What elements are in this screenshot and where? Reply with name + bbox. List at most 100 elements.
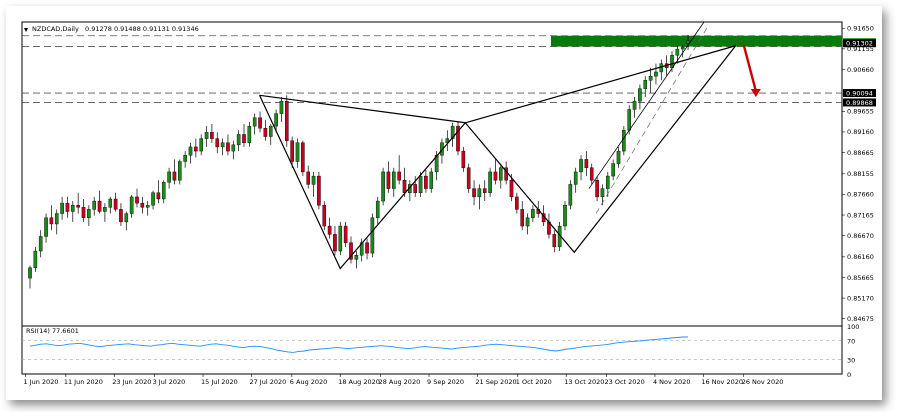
- pattern-bd-line: [465, 45, 736, 124]
- candle: [172, 171, 177, 181]
- trend-line-dashed: [595, 25, 709, 214]
- candle: [584, 159, 589, 168]
- rsi-pane-border: [21, 325, 843, 375]
- arrow-head-icon: [750, 88, 761, 97]
- candle: [81, 207, 86, 218]
- candle: [306, 171, 311, 185]
- candle: [638, 88, 642, 102]
- candle: [60, 202, 64, 214]
- price-tick-label: 0.88665: [847, 149, 874, 157]
- candle: [424, 175, 428, 189]
- candle: [354, 255, 359, 260]
- candle: [579, 159, 583, 173]
- candle: [520, 209, 524, 227]
- candle: [333, 234, 337, 252]
- candle: [643, 80, 648, 89]
- candle: [531, 209, 535, 218]
- price-tick-label: 0.85170: [847, 294, 874, 302]
- date-tick-label: 15 Jul 2020: [201, 378, 238, 386]
- candle: [220, 142, 225, 148]
- candle: [515, 196, 519, 210]
- date-tick-label: 13 Oct 2020: [564, 378, 604, 386]
- candle: [177, 161, 182, 181]
- candle: [509, 180, 514, 198]
- price-label-box: [843, 89, 876, 98]
- trend-line: [588, 21, 705, 189]
- price-tick-label: 0.85665: [847, 274, 874, 282]
- candle: [317, 175, 321, 206]
- rsi-level-label: 100: [847, 323, 859, 331]
- rsi-level-label: 70: [847, 337, 855, 345]
- price-tick-label: 0.84675: [847, 315, 874, 323]
- date-tick-label: 18 Aug 2020: [338, 378, 380, 386]
- candle: [119, 209, 123, 223]
- price-tick-label: 0.87165: [847, 211, 874, 219]
- date-tick-label: 23 Jun 2020: [112, 378, 151, 386]
- candle: [675, 48, 680, 56]
- price-tick-label: 0.87660: [847, 191, 874, 199]
- candle: [552, 234, 557, 248]
- candle: [493, 171, 498, 181]
- candle: [568, 184, 573, 206]
- date-tick-label: 21 Sep 2020: [475, 378, 516, 386]
- candle: [44, 217, 48, 237]
- candle: [456, 125, 460, 152]
- candle: [327, 225, 332, 235]
- candle: [589, 167, 594, 181]
- candle: [210, 132, 214, 139]
- candle: [242, 134, 246, 143]
- collapse-triangle-icon[interactable]: [24, 28, 28, 32]
- candle: [477, 188, 482, 198]
- symbol-label: NZDCAD,Daily: [32, 25, 79, 33]
- date-tick-label: 26 Nov 2020: [742, 378, 784, 386]
- candle: [365, 242, 369, 254]
- candle: [156, 192, 161, 200]
- candle: [622, 130, 626, 152]
- candle: [263, 127, 268, 137]
- candle: [402, 180, 407, 193]
- candle: [247, 125, 252, 143]
- price-tick-label: 0.89655: [847, 108, 874, 116]
- rsi-level-label: 30: [847, 357, 855, 365]
- date-tick-label: 4 Nov 2020: [653, 378, 691, 386]
- price-chart: 0.91650 0.91155 0.90660 0.89655 0.89160 0.886…: [6, 6, 882, 400]
- candle: [499, 167, 503, 181]
- candle: [349, 242, 353, 260]
- candle: [236, 134, 241, 146]
- candle: [167, 171, 171, 183]
- candle: [627, 109, 631, 131]
- candle: [54, 213, 59, 225]
- price-tick-label: 0.89160: [847, 128, 874, 136]
- candle: [386, 171, 391, 189]
- date-tick-label: 3 Jul 2020: [153, 378, 186, 386]
- candle: [466, 167, 471, 189]
- candle: [295, 142, 300, 162]
- date-tick-label: 6 Aug 2020: [290, 378, 328, 386]
- candle: [38, 236, 43, 252]
- candle: [370, 217, 375, 254]
- candle: [145, 205, 150, 208]
- candle: [135, 196, 139, 204]
- candle: [413, 184, 418, 193]
- candle: [434, 155, 439, 173]
- candle: [204, 132, 209, 139]
- price-label-box: [843, 39, 876, 48]
- candle: [49, 217, 54, 225]
- candle: [301, 142, 305, 173]
- price-tick-label: 0.86160: [847, 253, 874, 261]
- date-tick-label: 9 Sep 2020: [427, 378, 464, 386]
- price-label-box: [843, 98, 876, 107]
- date-tick-label: 16 Nov 2020: [701, 378, 743, 386]
- date-tick-label: 28 Aug 2020: [379, 378, 421, 386]
- candle: [488, 171, 492, 193]
- candle: [311, 175, 316, 185]
- candle: [632, 100, 637, 110]
- candle: [392, 171, 396, 189]
- candle: [450, 125, 455, 139]
- candle: [28, 267, 32, 279]
- candle: [108, 198, 113, 208]
- candle: [429, 171, 434, 189]
- candle: [103, 207, 107, 212]
- price-tick-label: 0.88155: [847, 170, 874, 178]
- candle: [194, 146, 198, 152]
